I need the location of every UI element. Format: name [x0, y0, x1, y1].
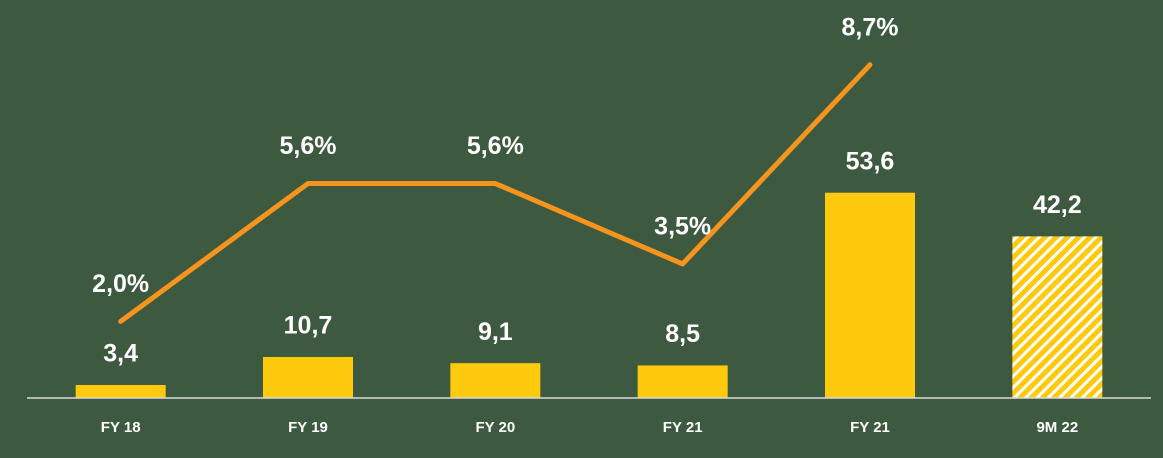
bar — [450, 363, 541, 398]
line-value-label: 8,7% — [842, 13, 899, 41]
x-tick-label: FY 21 — [850, 419, 890, 436]
bar — [637, 365, 728, 398]
bar — [825, 192, 915, 398]
line-value-label: 3,5% — [654, 213, 711, 241]
line-value-label: 2,0% — [92, 270, 149, 298]
bar — [1012, 236, 1103, 398]
x-tick-label: FY 19 — [288, 419, 328, 436]
x-tick-label: 9M 22 — [1036, 419, 1078, 436]
x-tick-label: FY 21 — [663, 419, 703, 436]
x-tick-label: FY 20 — [475, 419, 515, 436]
line-value-label: 5,6% — [467, 132, 524, 160]
bar-value-label: 9,1 — [478, 318, 513, 346]
line-value-label: 5,6% — [280, 132, 337, 160]
bar-value-label: 53,6 — [846, 147, 895, 175]
bar-value-label: 42,2 — [1033, 191, 1082, 219]
bar — [263, 357, 353, 398]
bar-value-label: 8,5 — [665, 320, 700, 348]
x-tick-label: FY 18 — [101, 419, 141, 436]
bar-value-label: 3,4 — [103, 340, 138, 368]
line — [118, 62, 873, 324]
bar — [75, 384, 166, 398]
bar-value-label: 10,7 — [284, 312, 333, 340]
